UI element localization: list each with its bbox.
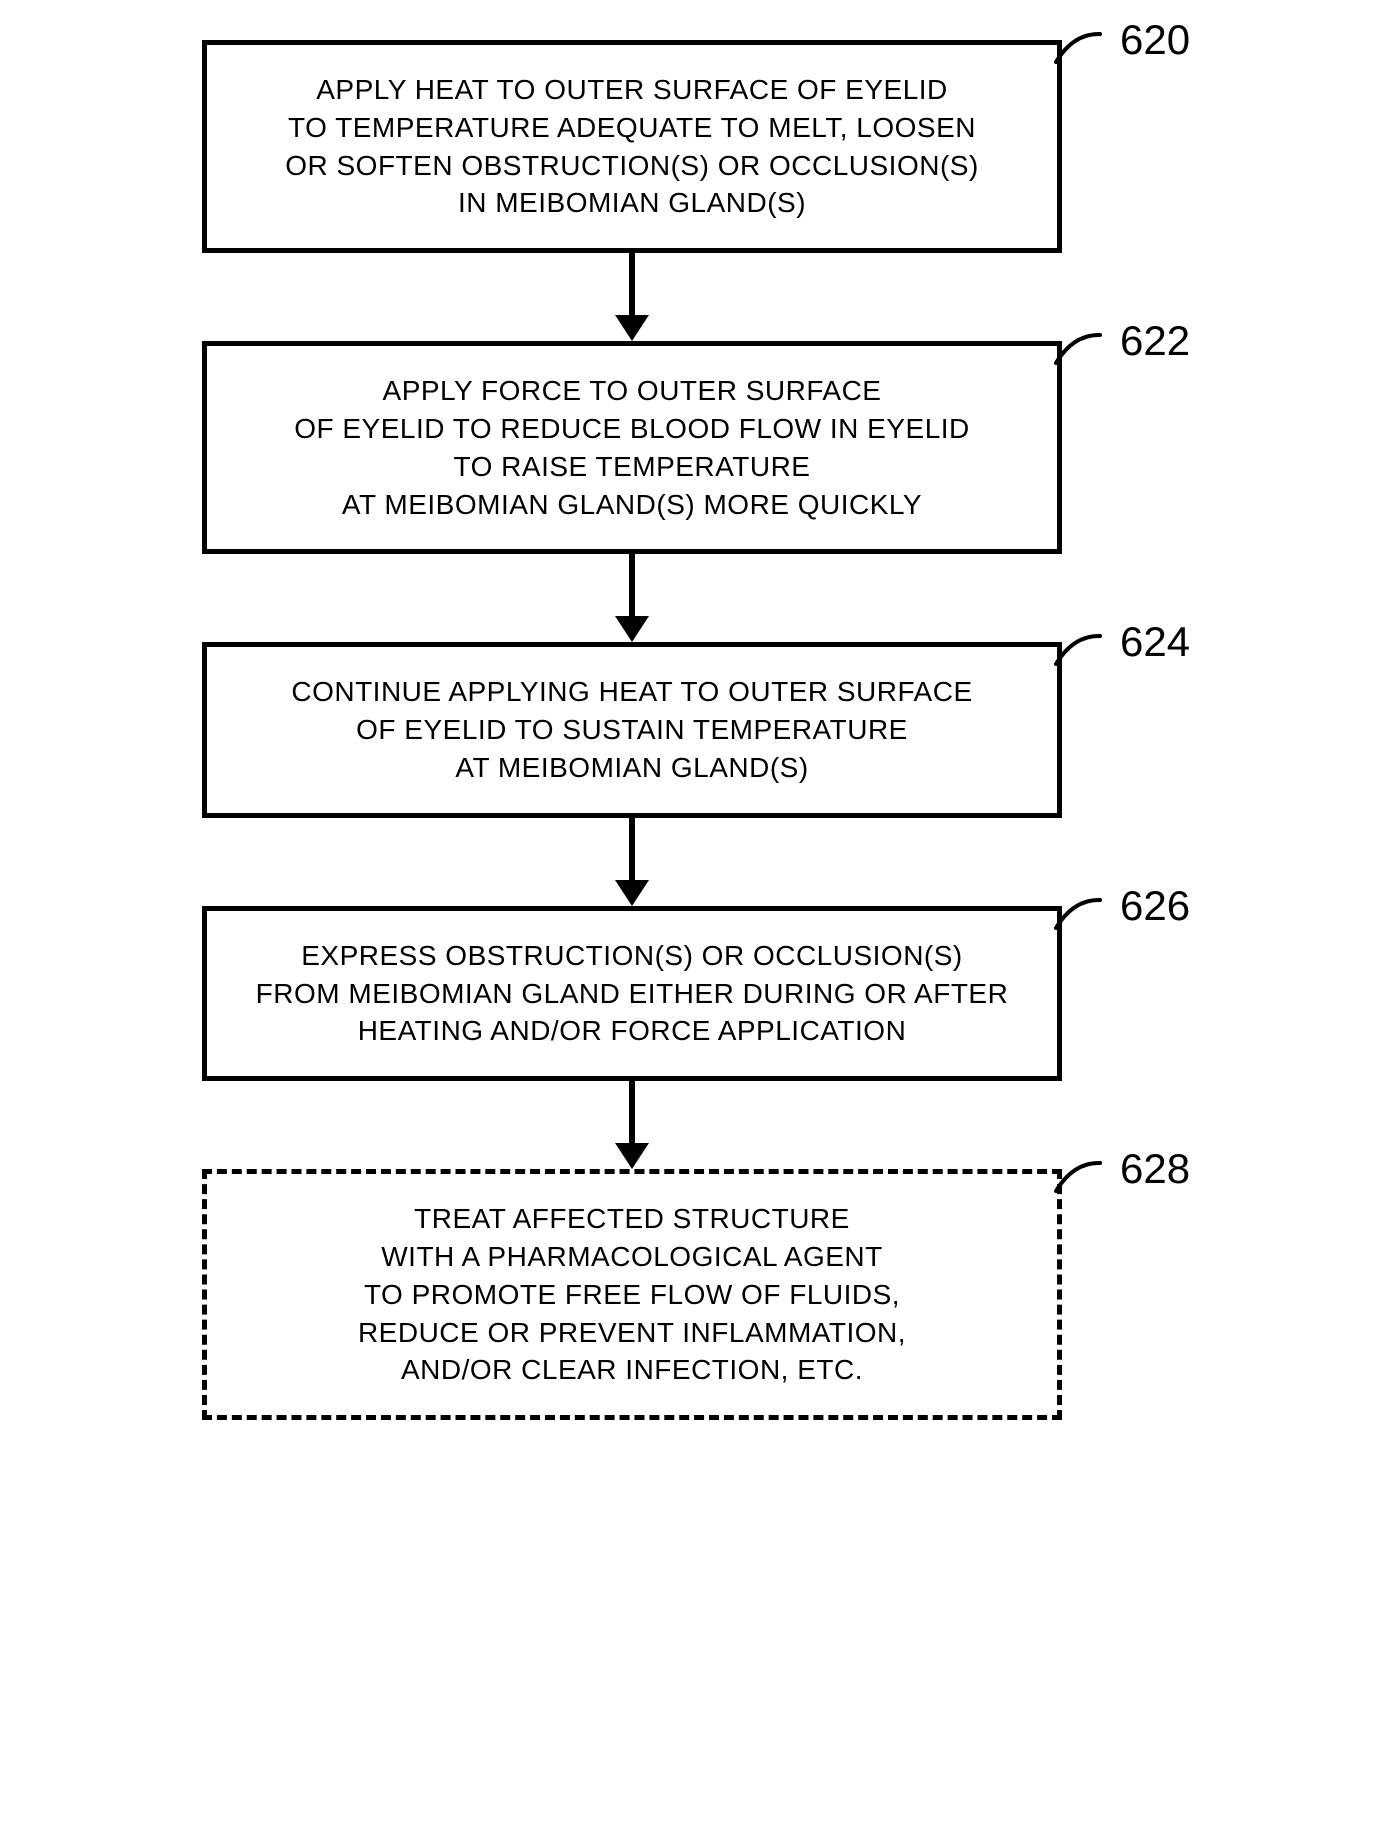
flow-arrow (602, 1081, 662, 1169)
step-box: EXPRESS OBSTRUCTION(S) OR OCCLUSION(S)FR… (202, 906, 1062, 1081)
flow-arrow (602, 818, 662, 906)
flow-step-624: CONTINUE APPLYING HEAT TO OUTER SURFACEO… (202, 642, 1182, 817)
flow-step-622: APPLY FORCE TO OUTER SURFACEOF EYELID TO… (202, 341, 1182, 554)
step-box: APPLY FORCE TO OUTER SURFACEOF EYELID TO… (202, 341, 1062, 554)
flowchart-container: APPLY HEAT TO OUTER SURFACE OF EYELIDTO … (202, 40, 1182, 1420)
step-label: 622 (1120, 317, 1190, 365)
step-label: 620 (1120, 16, 1190, 64)
step-box: TREAT AFFECTED STRUCTUREWITH A PHARMACOL… (202, 1169, 1062, 1420)
step-box: CONTINUE APPLYING HEAT TO OUTER SURFACEO… (202, 642, 1062, 817)
flow-step-628: TREAT AFFECTED STRUCTUREWITH A PHARMACOL… (202, 1169, 1182, 1420)
flow-arrow (602, 253, 662, 341)
step-label: 628 (1120, 1145, 1190, 1193)
flow-step-620: APPLY HEAT TO OUTER SURFACE OF EYELIDTO … (202, 40, 1182, 253)
step-label: 626 (1120, 882, 1190, 930)
flow-arrow (602, 554, 662, 642)
flow-step-626: EXPRESS OBSTRUCTION(S) OR OCCLUSION(S)FR… (202, 906, 1182, 1081)
step-box: APPLY HEAT TO OUTER SURFACE OF EYELIDTO … (202, 40, 1062, 253)
step-label: 624 (1120, 618, 1190, 666)
